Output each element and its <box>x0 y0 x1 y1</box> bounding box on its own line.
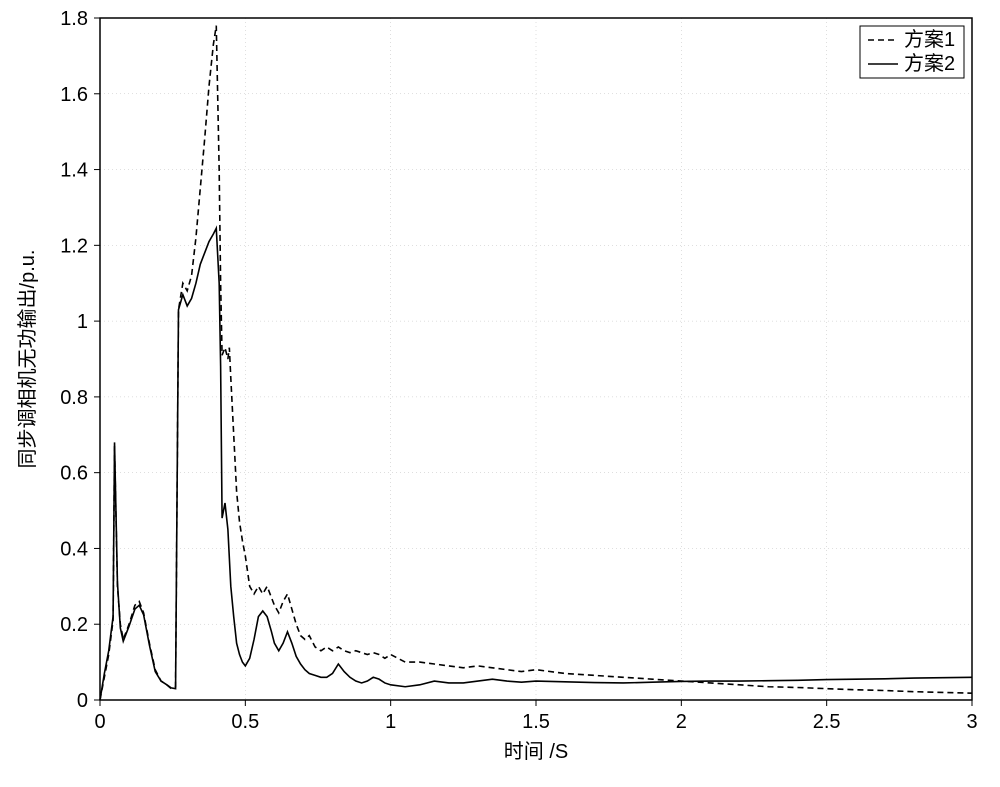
reactive-power-chart: 0 0.5 1 1.5 2 2.5 3 0 0.2 0.4 0.6 0.8 1 1.2 1.4 1.6 1.8 时… <box>0 0 1000 787</box>
x-axis-label: 时间 /S <box>504 740 568 763</box>
y-tick-label: 1.6 <box>60 84 88 106</box>
plot-area: 0 0.5 1 1.5 2 2.5 3 0 0.2 0.4 0.6 0.8 1 1.2 1.4 1.6 1.8 时… <box>16 8 978 763</box>
y-tick-label: 0 <box>77 690 88 712</box>
x-tick-label: 0.5 <box>231 711 259 733</box>
y-tick-label: 0.2 <box>60 614 88 636</box>
y-tick-label: 1 <box>77 311 88 333</box>
x-tick-label: 1.5 <box>522 711 550 733</box>
x-tick-label: 3 <box>966 711 977 733</box>
series-s2 <box>100 228 972 700</box>
y-tick-label: 0.4 <box>60 538 88 560</box>
y-axis-label: 同步调相机无功输出/p.u. <box>16 250 39 469</box>
legend-label: 方案2 <box>904 52 955 75</box>
x-tick-label: 1 <box>385 711 396 733</box>
x-tick-label: 2.5 <box>813 711 841 733</box>
y-tick-label: 1.2 <box>60 235 88 257</box>
y-tick-label: 0.8 <box>60 387 88 409</box>
y-tick-label: 1.8 <box>60 8 88 30</box>
y-tick-label: 1.4 <box>60 160 88 182</box>
legend-label: 方案1 <box>904 28 955 51</box>
y-tick-label: 0.6 <box>60 463 88 485</box>
x-tick-label: 2 <box>676 711 687 733</box>
x-tick-label: 0 <box>94 711 105 733</box>
